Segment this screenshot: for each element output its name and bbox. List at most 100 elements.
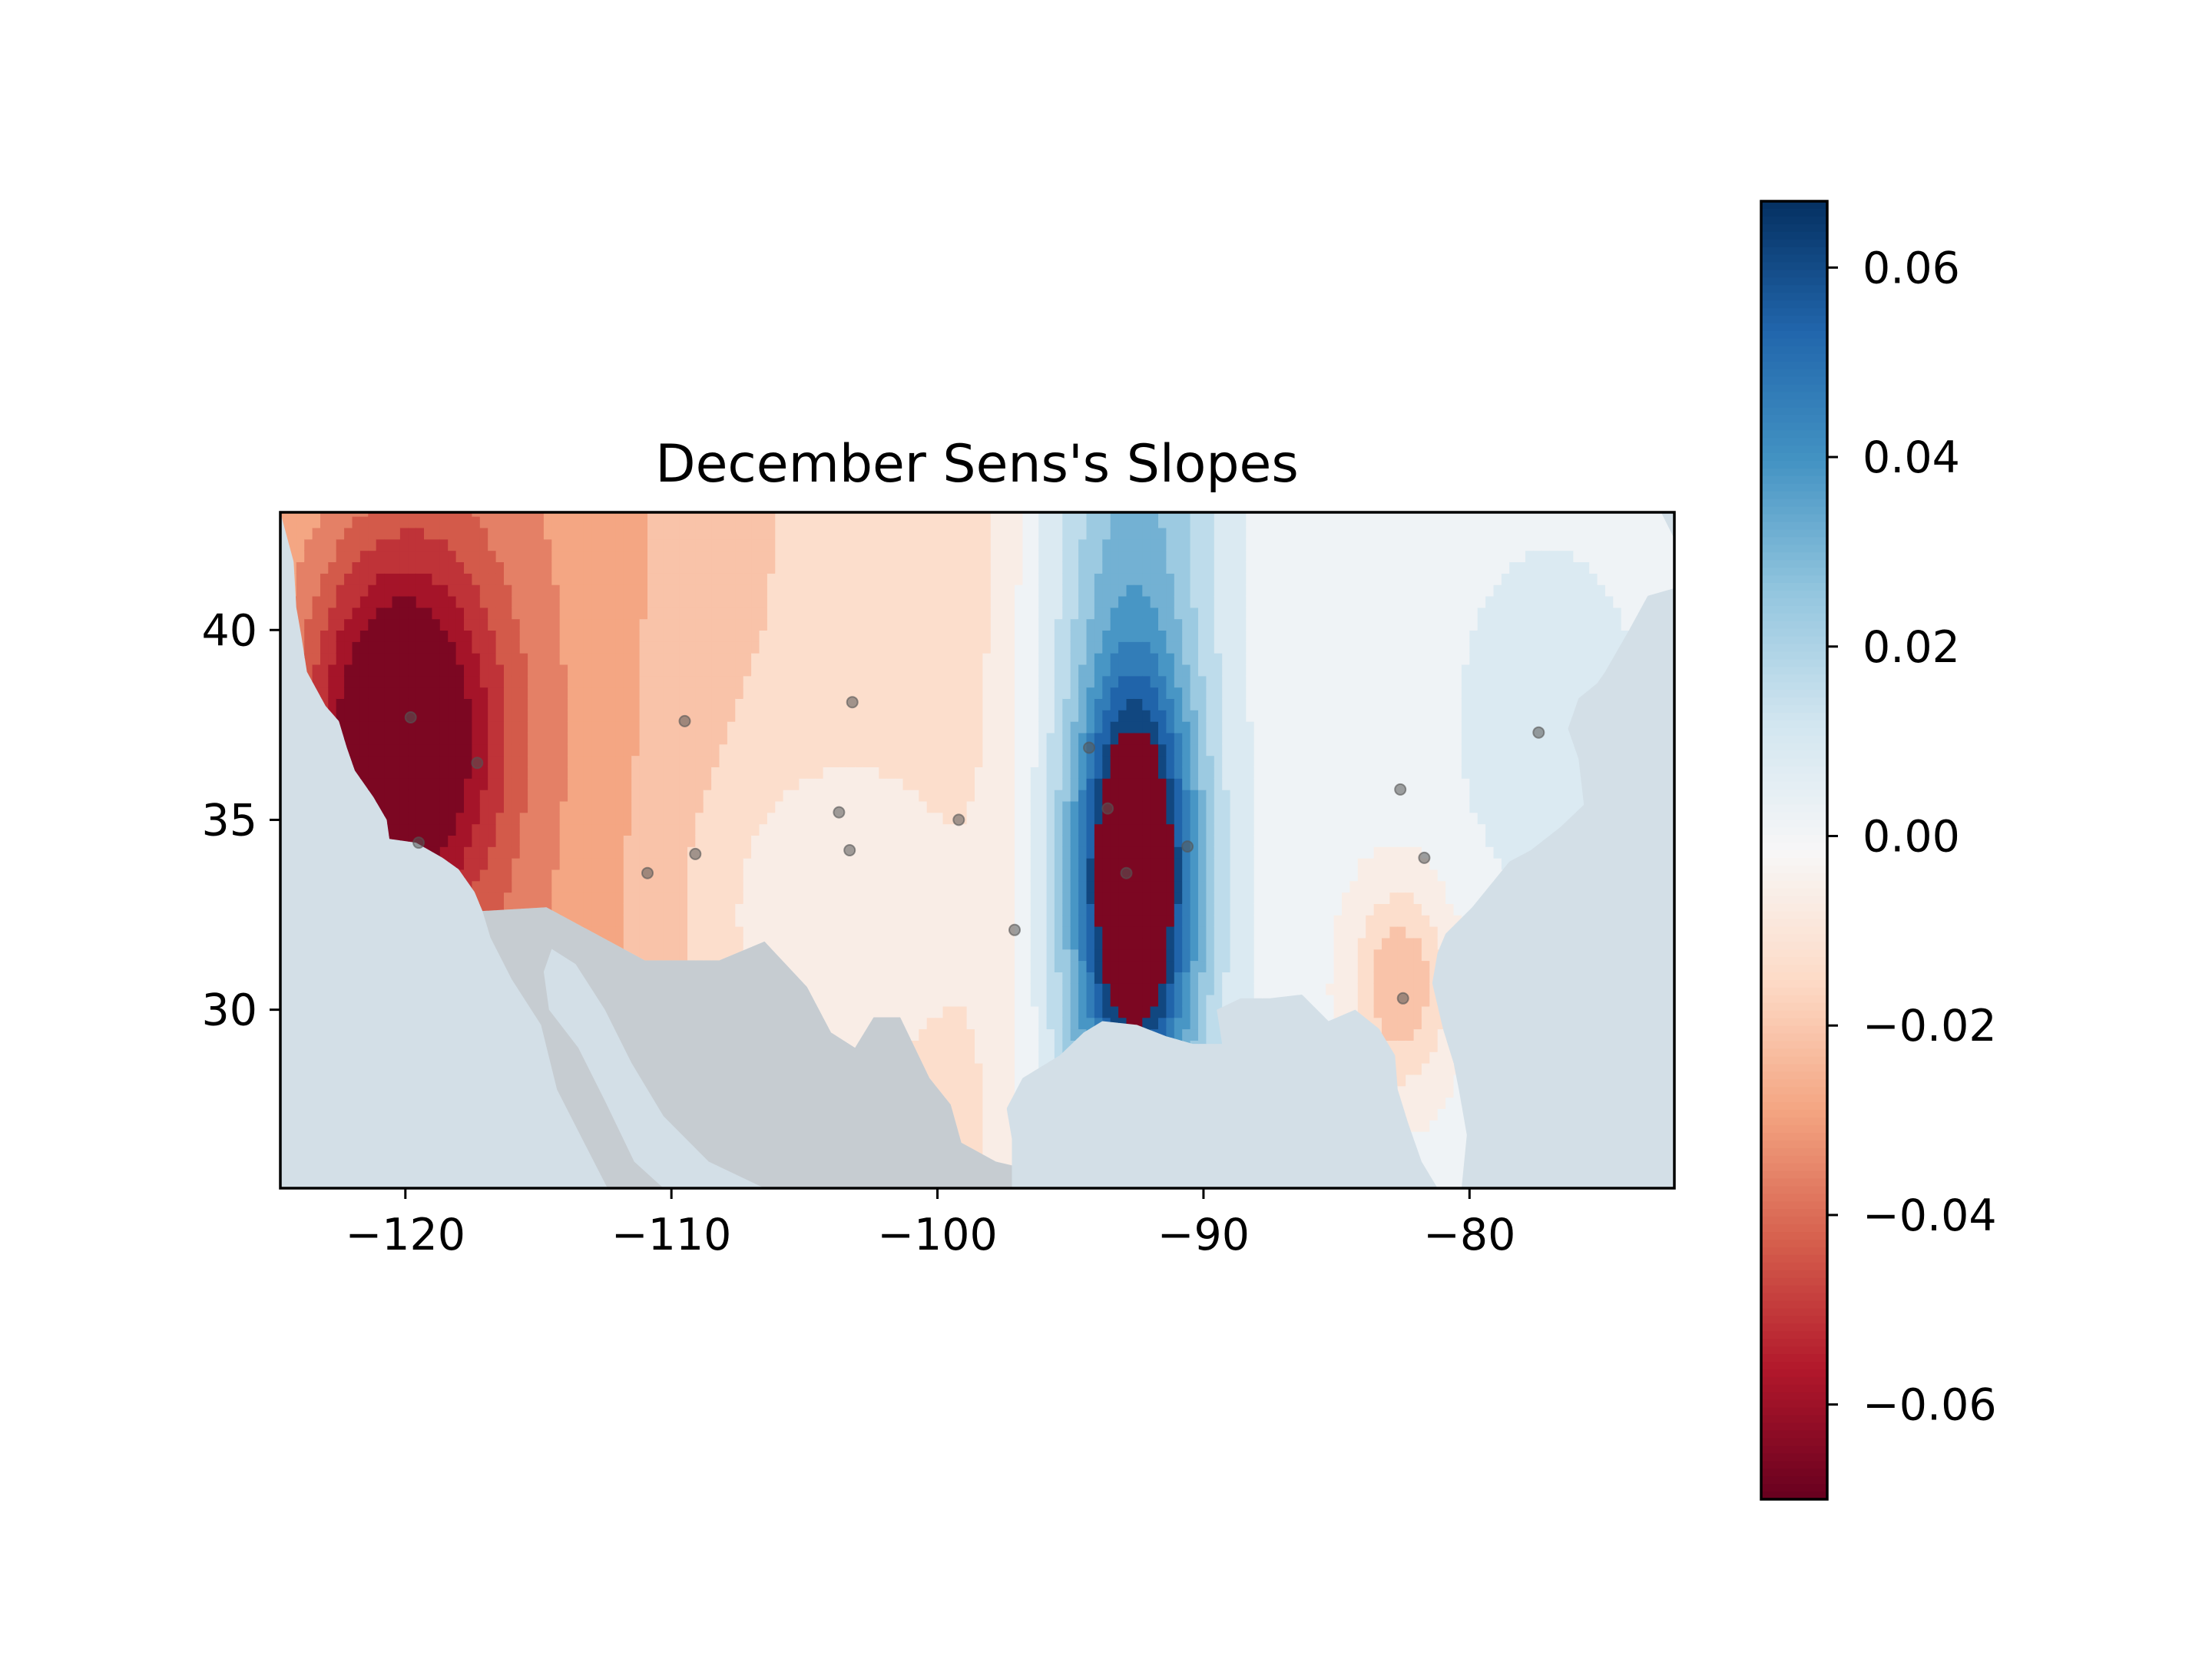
contour-cell bbox=[512, 778, 521, 790]
contour-cell bbox=[488, 778, 497, 790]
contour-cell bbox=[799, 527, 808, 540]
contour-cell bbox=[504, 675, 513, 688]
contour-cell bbox=[631, 937, 641, 950]
contour-cell bbox=[368, 527, 377, 540]
contour-cell bbox=[495, 892, 505, 904]
contour-cell bbox=[448, 515, 457, 528]
contour-cell bbox=[599, 789, 608, 802]
contour-cell bbox=[512, 698, 521, 710]
contour-cell bbox=[495, 903, 505, 916]
contour-cell bbox=[926, 857, 935, 870]
contour-cell bbox=[671, 778, 680, 790]
contour-cell bbox=[455, 789, 465, 802]
contour-cell bbox=[439, 595, 449, 608]
contour-cell bbox=[727, 527, 737, 540]
contour-cell bbox=[543, 800, 553, 813]
contour-cell bbox=[831, 880, 840, 893]
contour-cell bbox=[575, 641, 584, 654]
contour-cell bbox=[735, 687, 744, 699]
contour-cell bbox=[647, 949, 657, 962]
contour-cell bbox=[831, 515, 840, 528]
contour-cell bbox=[655, 538, 664, 551]
contour-cell bbox=[320, 641, 329, 654]
contour-cell bbox=[359, 687, 369, 699]
contour-cell bbox=[623, 846, 632, 859]
contour-cell bbox=[464, 664, 473, 677]
contour-cell bbox=[671, 812, 680, 825]
contour-cell bbox=[711, 561, 720, 574]
contour-cell bbox=[543, 880, 553, 893]
contour-cell bbox=[399, 823, 409, 836]
contour-cell bbox=[439, 675, 449, 688]
contour-cell bbox=[655, 573, 664, 585]
contour-cell bbox=[479, 607, 488, 620]
contour-cell bbox=[399, 584, 409, 597]
contour-cell bbox=[416, 607, 425, 620]
contour-cell bbox=[711, 915, 720, 927]
contour-cell bbox=[608, 732, 617, 745]
contour-cell bbox=[408, 595, 417, 608]
contour-cell bbox=[663, 720, 672, 733]
contour-cell bbox=[647, 835, 657, 847]
contour-cell bbox=[608, 800, 617, 813]
contour-cell bbox=[719, 687, 728, 699]
contour-cell bbox=[543, 823, 553, 836]
contour-cell bbox=[751, 937, 760, 950]
contour-cell bbox=[591, 675, 601, 688]
contour-cell bbox=[399, 743, 409, 757]
contour-cell bbox=[551, 812, 561, 825]
contour-cell bbox=[416, 687, 425, 699]
contour-cell bbox=[472, 512, 481, 517]
contour-cell bbox=[424, 584, 433, 597]
contour-cell bbox=[759, 778, 768, 790]
contour-cell bbox=[655, 561, 664, 574]
contour-cell bbox=[902, 538, 912, 551]
contour-cell bbox=[926, 720, 935, 733]
contour-cell bbox=[344, 641, 353, 654]
contour-cell bbox=[815, 538, 824, 551]
contour-cell bbox=[655, 835, 664, 847]
contour-cell bbox=[846, 1005, 856, 1018]
contour-cell bbox=[711, 710, 720, 722]
contour-cell bbox=[543, 675, 553, 688]
contour-cell bbox=[926, 835, 935, 847]
contour-cell bbox=[551, 857, 561, 870]
contour-cell bbox=[655, 823, 664, 836]
contour-cell bbox=[687, 538, 697, 551]
contour-cell bbox=[639, 732, 648, 745]
contour-cell bbox=[823, 595, 832, 608]
contour-cell bbox=[424, 687, 433, 699]
contour-cell bbox=[791, 710, 800, 722]
contour-cell bbox=[751, 857, 760, 870]
contour-cell bbox=[823, 630, 832, 642]
contour-cell bbox=[759, 857, 768, 870]
contour-cell bbox=[902, 949, 912, 962]
contour-cell bbox=[863, 675, 872, 688]
contour-cell bbox=[879, 880, 888, 893]
contour-cell bbox=[495, 743, 505, 757]
contour-cell bbox=[647, 561, 657, 574]
contour-cell bbox=[895, 527, 904, 540]
contour-cell bbox=[871, 618, 880, 631]
contour-cell bbox=[727, 584, 737, 597]
contour-cell bbox=[479, 512, 488, 517]
contour-cell bbox=[392, 767, 401, 779]
contour-cell bbox=[886, 903, 896, 916]
contour-cell bbox=[695, 664, 704, 677]
contour-cell bbox=[455, 618, 465, 631]
contour-cell bbox=[727, 812, 737, 825]
contour-cell bbox=[751, 732, 760, 745]
contour-cell bbox=[408, 835, 417, 847]
contour-cell bbox=[743, 915, 752, 927]
contour-cell bbox=[376, 573, 385, 585]
contour-cell bbox=[839, 903, 848, 916]
contour-cell bbox=[647, 720, 657, 733]
contour-cell bbox=[687, 800, 697, 813]
contour-cell bbox=[623, 869, 632, 882]
contour-cell bbox=[535, 527, 545, 540]
contour-cell bbox=[399, 789, 409, 802]
contour-cell bbox=[528, 527, 537, 540]
contour-cell bbox=[608, 857, 617, 870]
contour-cell bbox=[759, 710, 768, 722]
contour-cell bbox=[479, 630, 488, 642]
